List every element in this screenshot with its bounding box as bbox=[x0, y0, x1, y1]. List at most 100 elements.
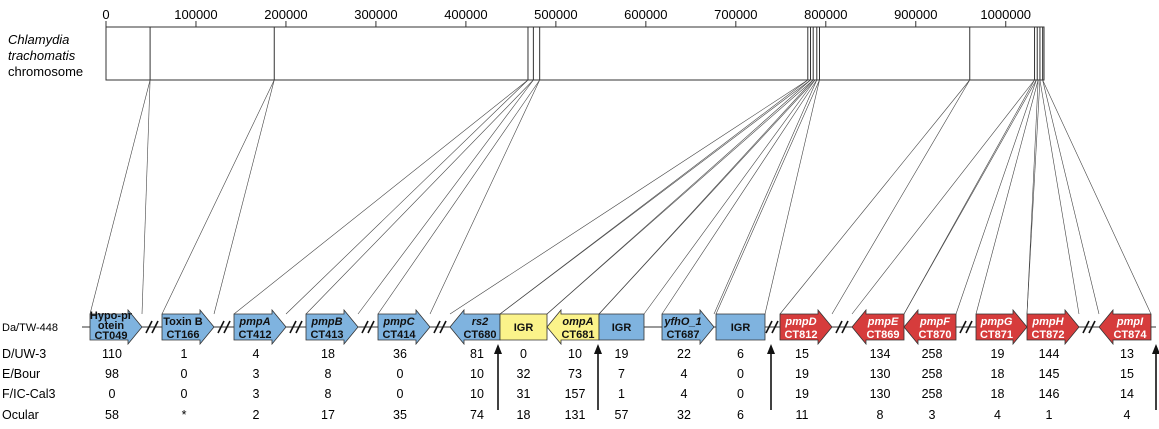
position-arrows bbox=[494, 344, 1159, 410]
snp-count: 98 bbox=[105, 367, 119, 381]
snp-count: 0 bbox=[397, 367, 404, 381]
gene-arrow-ct681 bbox=[546, 308, 600, 346]
track-break bbox=[151, 320, 159, 334]
snp-count: 32 bbox=[677, 408, 691, 422]
connector-line bbox=[661, 79, 818, 315]
gene-arrow-ct874 bbox=[1098, 308, 1152, 346]
gene-id: CT869 bbox=[866, 329, 899, 341]
snp-count: 35 bbox=[393, 408, 407, 422]
connector-line bbox=[1026, 79, 1041, 315]
gene-id: CT871 bbox=[980, 329, 1013, 341]
snp-count: 0 bbox=[737, 367, 744, 381]
snp-count: 8 bbox=[877, 408, 884, 422]
gene-arrow-ct166 bbox=[161, 308, 215, 346]
snp-count: 74 bbox=[470, 408, 484, 422]
connector-line bbox=[233, 79, 529, 315]
snp-count: 11 bbox=[796, 408, 809, 422]
connector-line bbox=[598, 79, 816, 315]
connector-line bbox=[975, 79, 1039, 315]
snp-count: 14 bbox=[1120, 387, 1134, 401]
gene-id: CT680 bbox=[463, 329, 496, 341]
snp-count: 144 bbox=[1039, 347, 1060, 361]
gene-arrow-ct871 bbox=[975, 308, 1028, 346]
snp-count: 8 bbox=[325, 387, 332, 401]
axis-tick-label: 500000 bbox=[534, 7, 577, 22]
snp-count: 258 bbox=[922, 367, 943, 381]
snp-count: 10 bbox=[568, 347, 582, 361]
gene-name: pmpC bbox=[382, 316, 415, 328]
track-break bbox=[433, 320, 441, 334]
snp-count: 18 bbox=[321, 347, 335, 361]
gene-name: rs2 bbox=[472, 316, 489, 328]
snp-count: 1 bbox=[1046, 408, 1053, 422]
axis-tick-label: 600000 bbox=[624, 7, 667, 22]
gene-arrow-ct812 bbox=[779, 308, 833, 346]
reference-strain-label: Da/TW-448 bbox=[2, 322, 58, 334]
snp-count: 134 bbox=[870, 347, 891, 361]
gene-arrow-ct870 bbox=[903, 308, 957, 346]
axis-tick-label: 1000000 bbox=[980, 7, 1031, 22]
connector-line bbox=[903, 79, 1037, 315]
gene-arrow-ct680 bbox=[449, 308, 501, 346]
snp-count: 17 bbox=[321, 408, 335, 422]
snp-count: 258 bbox=[922, 347, 943, 361]
snp-count: 6 bbox=[737, 347, 744, 361]
snp-count: * bbox=[182, 408, 187, 422]
connector-line bbox=[851, 79, 1035, 315]
gene-name: yfhO_1 bbox=[663, 316, 701, 328]
gene-name: pmpF bbox=[919, 316, 950, 328]
snp-count: 81 bbox=[470, 347, 484, 361]
connector-line bbox=[161, 79, 275, 315]
track-breaks bbox=[145, 320, 1096, 334]
snp-count: 10 bbox=[470, 387, 484, 401]
strain-label: D/UW-3 bbox=[2, 347, 46, 361]
gene-id: CT414 bbox=[382, 329, 416, 341]
track-break bbox=[1088, 320, 1096, 334]
gene-arrow-ct413 bbox=[305, 308, 359, 346]
position-arrow-head bbox=[767, 344, 775, 354]
gene-id: CT049 bbox=[94, 330, 127, 342]
track-break bbox=[1082, 320, 1090, 334]
gene-id: CT812 bbox=[784, 329, 817, 341]
axis-tick-label: 100000 bbox=[174, 7, 217, 22]
connector-line bbox=[643, 79, 816, 315]
gene-name-cont: otein bbox=[98, 320, 125, 332]
snp-count: 145 bbox=[1039, 367, 1060, 381]
position-arrow-head bbox=[594, 344, 602, 354]
chromosome-title-line-1: Chlamydia bbox=[8, 32, 69, 47]
gene-id: CT413 bbox=[310, 329, 343, 341]
gene-arrow-ct869 bbox=[851, 308, 905, 346]
snp-count: 4 bbox=[253, 347, 260, 361]
connector-line bbox=[141, 79, 151, 315]
strain-label: F/IC-Cal3 bbox=[2, 387, 56, 401]
chromosome-marks bbox=[149, 27, 1044, 80]
snp-count: 3 bbox=[253, 387, 260, 401]
track-break bbox=[765, 320, 773, 334]
snp-count: 18 bbox=[517, 408, 531, 422]
gene-arrow-ct687 bbox=[661, 308, 715, 346]
snp-count: 0 bbox=[181, 387, 188, 401]
gene-name: pmpB bbox=[310, 316, 342, 328]
gene-arrow-igr bbox=[598, 313, 645, 341]
gene-id: CT874 bbox=[1113, 329, 1147, 341]
snp-count: 130 bbox=[870, 387, 891, 401]
snp-count: 0 bbox=[109, 387, 116, 401]
axis-tick-label: 900000 bbox=[894, 7, 937, 22]
snp-count: 130 bbox=[870, 367, 891, 381]
connector-line bbox=[1042, 79, 1100, 315]
snp-count-table: D/UW-3E/BourF/IC-Cal3Ocular11098058100*4… bbox=[2, 347, 1134, 422]
snp-count: 73 bbox=[568, 367, 582, 381]
snp-count: 19 bbox=[991, 347, 1005, 361]
connector-line bbox=[213, 79, 275, 315]
snp-count: 57 bbox=[615, 408, 629, 422]
connector-line bbox=[955, 79, 1037, 315]
connector-line bbox=[1042, 79, 1152, 315]
axis-tick-label: 300000 bbox=[354, 7, 397, 22]
chromosome-title-line-2: trachomatis bbox=[8, 48, 76, 63]
gene-name: pmpH bbox=[1031, 316, 1064, 328]
position-arrow-head bbox=[1152, 344, 1159, 354]
track-break bbox=[289, 320, 297, 334]
gene-id: CT166 bbox=[166, 329, 199, 341]
snp-count: 0 bbox=[181, 367, 188, 381]
